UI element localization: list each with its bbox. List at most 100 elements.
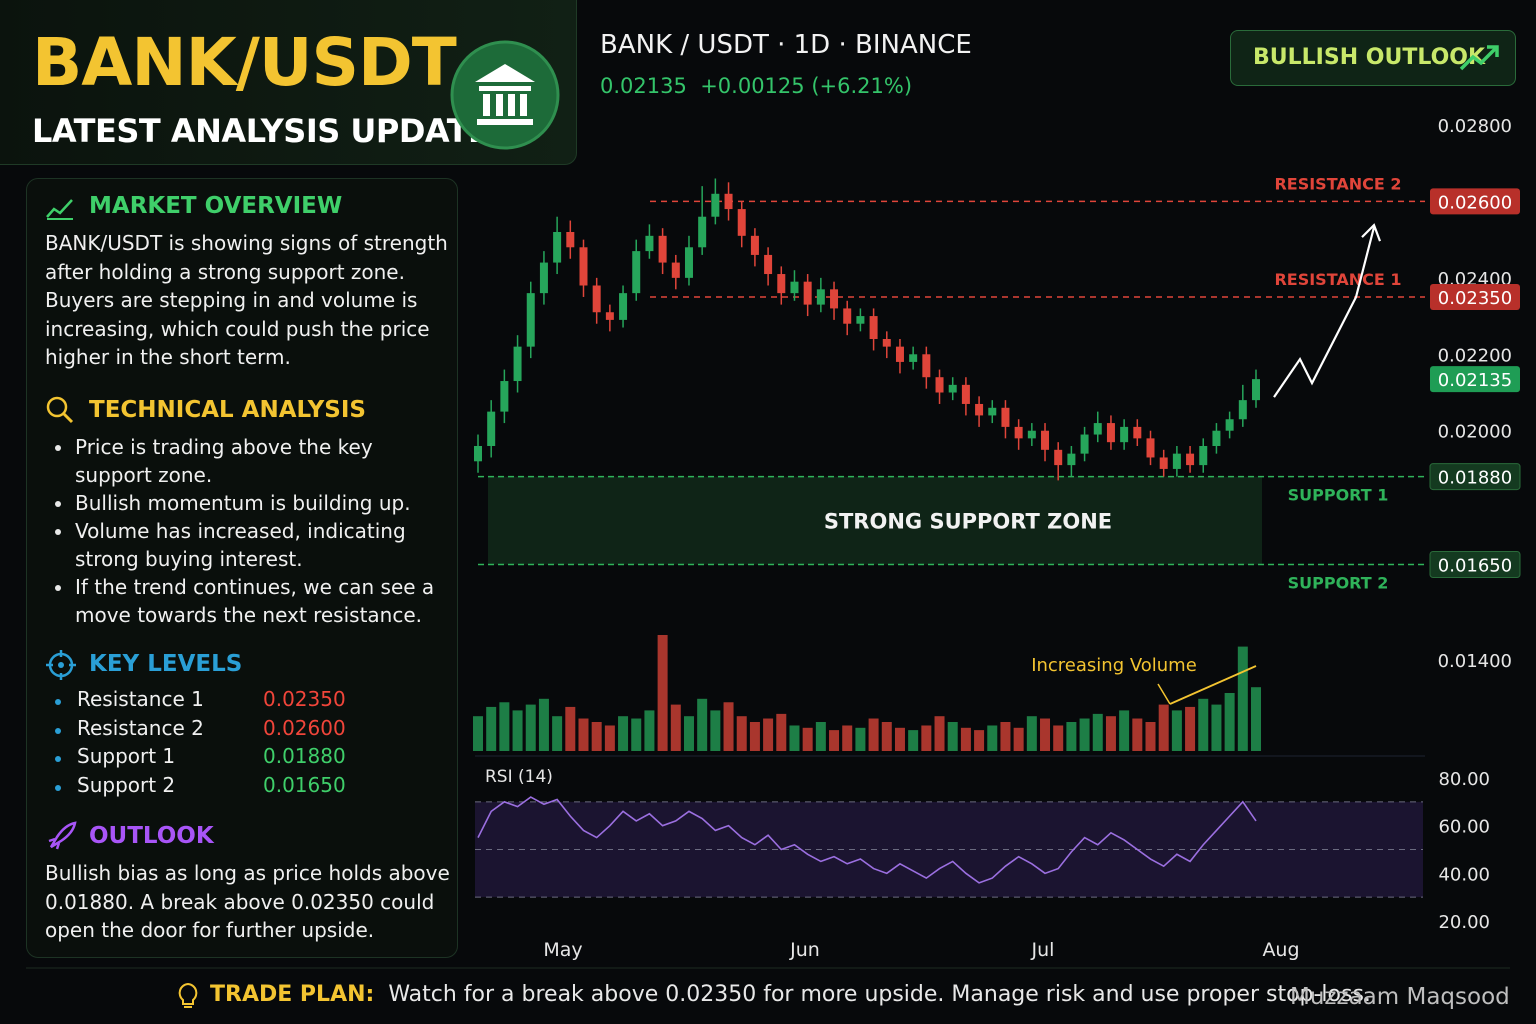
candle-body (592, 285, 601, 313)
candle-body (843, 308, 852, 324)
candle-body (1041, 430, 1050, 450)
candle-body (882, 339, 891, 347)
candle-body (777, 274, 786, 294)
volume-bar (1000, 722, 1011, 751)
trade-plan-label: TRADE PLAN: (210, 982, 375, 1007)
rsi-label: RSI (14) (485, 767, 553, 787)
candle-body (988, 407, 997, 416)
candle-body (737, 209, 746, 236)
candle-body (619, 293, 628, 320)
candle-body (605, 312, 614, 320)
level-name: Support 2 (77, 772, 176, 797)
search-icon (46, 396, 74, 424)
volume-bar (512, 710, 523, 751)
volume-bar (868, 718, 879, 751)
candle-body (500, 381, 509, 412)
trade-plan: TRADE PLAN: Watch for a break above 0.023… (176, 982, 1371, 1008)
candle-body (513, 346, 522, 382)
x-tick-label: May (543, 939, 582, 961)
analysis-panel: MARKET OVERVIEW BANK/USDT is showing sig… (26, 178, 458, 958)
candle-body (1186, 453, 1195, 466)
level-row: Resistance 1 0.02350 (45, 687, 455, 716)
candle-body (1238, 400, 1247, 420)
bullet: If the trend continues, we can see a mov… (45, 573, 455, 629)
candle-body (1225, 419, 1234, 431)
candle-body (684, 247, 693, 278)
rsi-tick-label: 80.00 (1438, 769, 1490, 790)
annotation-arrow (1169, 665, 1257, 705)
key-levels-list: Resistance 1 0.02350 Resistance 2 0.02600 … (45, 687, 455, 801)
volume-bar (921, 725, 932, 751)
outlook-badge: BULLISH OUTLOOK (1230, 30, 1516, 86)
level-value: 0.02600 (263, 715, 346, 740)
volume-bar (1224, 693, 1235, 751)
change: +0.00125 (+6.21%) (700, 74, 913, 98)
volume-bar (525, 704, 536, 751)
x-tick-label: Aug (1262, 939, 1299, 961)
volume-bar (776, 713, 787, 751)
volume-bar (1105, 716, 1116, 751)
volume-bar (1079, 718, 1090, 751)
candle-body (1027, 430, 1036, 439)
annotation-pointer (1157, 683, 1171, 705)
section-heading: TECHNICAL ANALYSIS (89, 397, 366, 423)
level-badge (1429, 550, 1521, 578)
candle-body (474, 446, 482, 462)
volume-bar (631, 718, 642, 751)
y-tick-label: 0.02000 (1438, 422, 1512, 443)
pair-info: BANK / USDT · 1D · BINANCE (600, 30, 972, 60)
candle-body (895, 346, 904, 362)
volume-bar (1185, 706, 1196, 751)
candle-body (750, 235, 759, 255)
volume-bar (802, 727, 813, 751)
level-row: Resistance 2 0.02600 (45, 716, 455, 745)
volume-bar (473, 716, 483, 751)
rsi-line (477, 796, 1257, 884)
level-value: 0.02350 (263, 687, 346, 711)
level-badge-label: 0.01650 (1438, 555, 1512, 576)
volume-bar (960, 727, 971, 751)
subtitle: LATEST ANALYSIS UPDATE (32, 112, 490, 150)
volume-bar (894, 727, 905, 751)
volume-bar (499, 702, 510, 751)
candle-body (698, 216, 707, 248)
section-text: BANK/USDT is showing signs of strength a… (45, 231, 448, 369)
level-name: Resistance 2 (77, 715, 204, 740)
price-badge-label: 0.02135 (1438, 370, 1512, 391)
level-badge-label: 0.02350 (1438, 288, 1512, 309)
projection-arrow (1273, 226, 1376, 398)
volume-bar (670, 704, 681, 751)
level-name: Resistance 1 (77, 687, 204, 711)
rsi-tick-label: 20.00 (1438, 912, 1490, 933)
candle-body (935, 377, 944, 393)
volume-bar (486, 706, 497, 751)
candle-body (1252, 379, 1260, 401)
level-row: Support 2 0.01650 (45, 773, 455, 802)
candle-body (724, 193, 733, 210)
volume-bar (723, 702, 734, 751)
volume-bar (538, 698, 549, 751)
volume-bar (1145, 722, 1156, 751)
volume-bar (657, 635, 668, 751)
candle-body (566, 232, 575, 248)
level-name: RESISTANCE 2 (1274, 174, 1401, 193)
volume-bar (697, 698, 708, 751)
volume-bar (1013, 727, 1024, 751)
candle-body (1001, 407, 1010, 427)
volume-bar (552, 716, 563, 751)
chart-icon (46, 199, 73, 220)
volume-bar (618, 716, 629, 751)
candle-body (526, 293, 535, 347)
volume-bar (644, 710, 655, 751)
candle-body (922, 354, 931, 378)
volume-bar (908, 730, 919, 751)
volume-bar (829, 730, 840, 751)
trend-icon (1459, 45, 1499, 71)
volume-bar (710, 710, 721, 751)
candle-body (539, 262, 548, 294)
volume-bar (1211, 704, 1222, 751)
level-badge (1430, 283, 1520, 310)
volume-bar (1198, 698, 1209, 751)
candle-body (1067, 453, 1076, 466)
